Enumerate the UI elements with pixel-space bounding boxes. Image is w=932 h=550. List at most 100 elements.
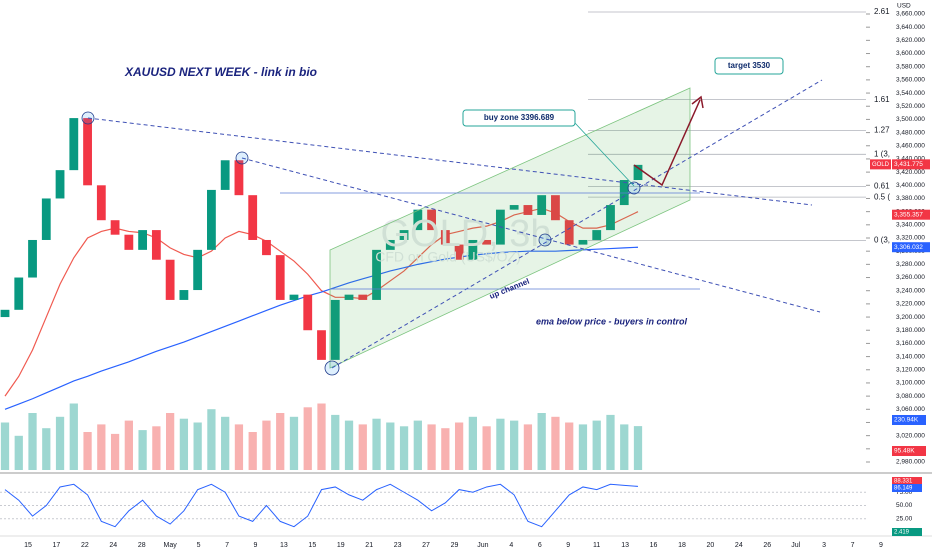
candle <box>193 249 203 291</box>
x-tick-label: 15 <box>308 542 316 549</box>
x-tick-label: 19 <box>337 542 345 549</box>
y-tick-label: 3,280.000 <box>896 261 925 268</box>
volume-bar <box>69 403 78 470</box>
y-tick-label: 3,440.000 <box>896 156 925 163</box>
y-tick-label: 3,480.000 <box>896 129 925 136</box>
candle <box>138 230 148 250</box>
volume-bar <box>42 428 51 470</box>
volume-bar <box>454 422 464 470</box>
fib-label: 2.61 <box>874 7 890 16</box>
x-tick-label: 13 <box>280 542 288 549</box>
price-badge <box>892 242 930 253</box>
x-tick-label: 28 <box>138 542 146 549</box>
x-tick-label: 24 <box>735 542 743 549</box>
stoch-badge <box>892 477 922 485</box>
candle <box>564 220 574 245</box>
volume-bar <box>399 426 409 470</box>
x-tick-label: 18 <box>678 542 686 549</box>
stoch-line <box>4 483 639 528</box>
symbol-badge-bg <box>870 159 891 170</box>
volume-badge <box>892 446 926 456</box>
x-tick-label: 9 <box>879 542 883 549</box>
fib-label: 0 (3, <box>874 236 890 245</box>
volume-bar <box>138 430 147 470</box>
y-tick-label: 2,980.000 <box>896 459 925 466</box>
candle <box>399 230 409 240</box>
y-tick-label: 3,140.000 <box>896 353 925 360</box>
candle <box>55 170 65 199</box>
trendline <box>331 79 823 369</box>
x-tick-label: 4 <box>509 542 513 549</box>
x-tick-label: 24 <box>109 542 117 549</box>
x-tick-label: May <box>164 542 178 549</box>
candle <box>551 195 560 221</box>
ema-line <box>4 246 639 410</box>
stoch-tick-label: 25.00 <box>896 515 913 522</box>
candle <box>110 220 120 235</box>
volume-bar <box>482 426 491 470</box>
x-tick-label: 16 <box>650 542 658 549</box>
candle <box>165 259 175 300</box>
y-tick-label: 3,340.000 <box>896 222 925 229</box>
volume-bar <box>358 424 367 470</box>
watermark: GOLD, 3h <box>380 213 551 255</box>
buy-zone: buy zone 3396.689 <box>484 113 555 122</box>
candle <box>124 234 134 250</box>
candle <box>262 239 271 256</box>
candle <box>578 239 588 245</box>
candle <box>358 294 368 300</box>
price-badge <box>892 159 930 170</box>
y-tick-label: 3,640.000 <box>896 24 925 31</box>
volume-bar <box>317 403 326 470</box>
x-tick-label: 6 <box>538 542 542 549</box>
stoch-badge-label: 86.149 <box>894 486 913 492</box>
y-tick-label: 3,540.000 <box>896 90 925 97</box>
x-tick-label: 26 <box>763 542 771 549</box>
candle <box>619 180 629 206</box>
chart-title: XAUUSD NEXT WEEK - link in bio <box>124 65 317 79</box>
trendline <box>87 117 813 206</box>
x-tick-label: 5 <box>197 542 201 549</box>
note: ema below price - buyers in control <box>536 316 688 326</box>
volume-bar <box>427 424 436 470</box>
x-tick-label: 7 <box>225 542 229 549</box>
y-tick-label: 3,600.000 <box>896 50 925 57</box>
volume-bar <box>496 418 505 470</box>
target: target 3530 <box>728 61 771 70</box>
volume-bar <box>207 409 216 470</box>
price-badge-label: 3,355.357 <box>894 211 923 218</box>
volume-bar <box>633 426 643 470</box>
plot <box>0 11 866 528</box>
y-tick-label: 3,080.000 <box>896 393 925 400</box>
volume-bar <box>413 420 422 470</box>
stoch-tick-label: 75.00 <box>896 489 913 496</box>
volume-badge <box>892 415 926 425</box>
x-tick-label: 27 <box>422 542 430 549</box>
y-tick-label: 3,320.000 <box>896 235 925 242</box>
volume-bar <box>248 432 257 470</box>
candle <box>523 205 533 215</box>
volume-bar <box>221 416 230 470</box>
volume-bar <box>344 420 354 470</box>
y-tick-label: 3,240.000 <box>896 287 925 294</box>
x-tick-label: 9 <box>566 542 570 549</box>
candle <box>537 195 547 215</box>
y-tick-label: 3,200.000 <box>896 314 925 321</box>
x-tick-label: 29 <box>451 542 459 549</box>
y-tick-label: 3,380.000 <box>896 195 925 202</box>
volume-bar <box>152 426 161 470</box>
y-tick-label: 3,060.000 <box>896 406 925 413</box>
y-tick-label: 3,160.000 <box>896 340 925 347</box>
volume-bar <box>55 416 65 470</box>
y-tick-label: 3,020.000 <box>896 432 925 439</box>
x-tick-label: 20 <box>707 542 715 549</box>
x-tick-label: 9 <box>254 542 258 549</box>
y-tick-label: 3,220.000 <box>896 301 925 308</box>
candle <box>303 294 313 331</box>
stoch-badge-label: 2.419 <box>894 530 910 536</box>
candle <box>385 239 395 250</box>
ema-line <box>4 207 639 397</box>
stoch-tick-label: 50.00 <box>896 502 913 509</box>
